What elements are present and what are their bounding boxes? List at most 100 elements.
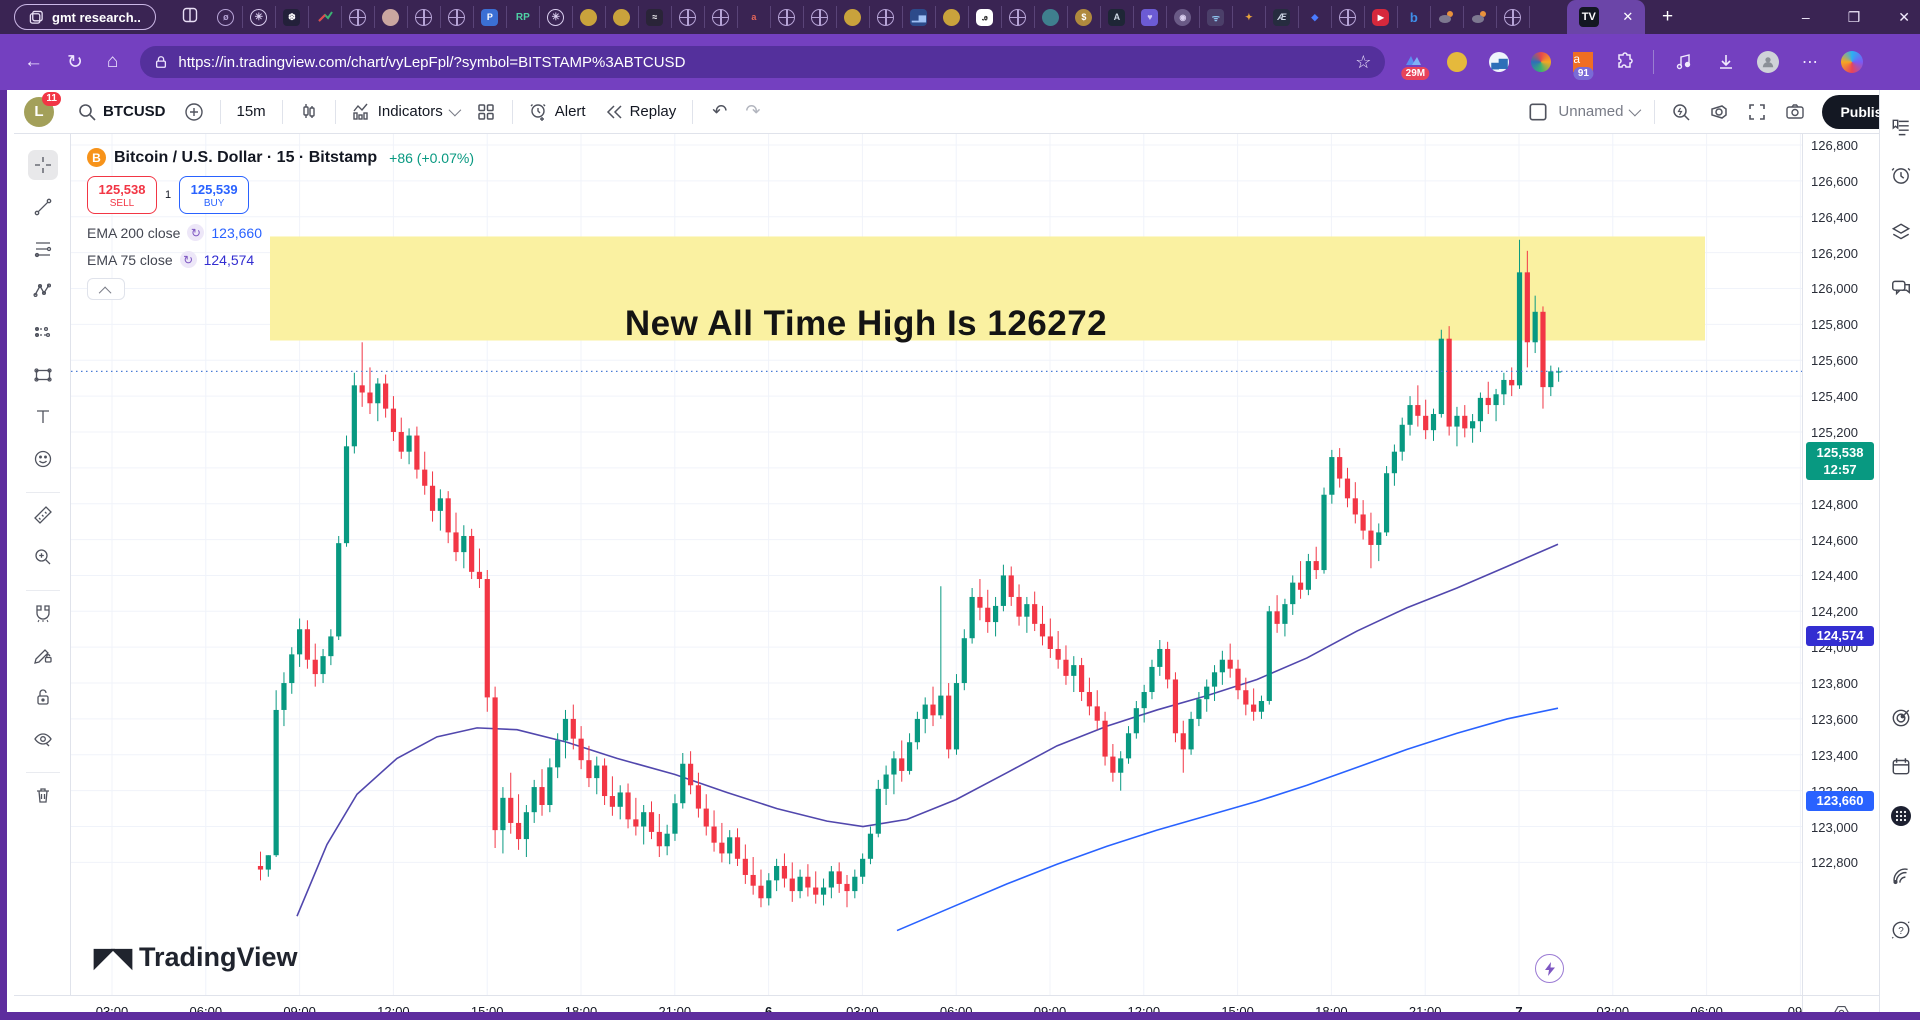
vertical-tab-pill[interactable]: gmt research.. (14, 4, 156, 30)
minimize-icon[interactable]: – (1801, 9, 1810, 25)
extension-chart-icon[interactable]: ▄▆ (1487, 50, 1511, 74)
pinned-tab-globe-icon[interactable] (870, 6, 903, 28)
calendar-icon[interactable] (1887, 752, 1915, 780)
pinned-tab-coin-icon[interactable] (606, 6, 639, 28)
layout-name-button[interactable]: Unnamed (1549, 96, 1647, 128)
pinned-tab-globe-icon[interactable] (1497, 6, 1530, 28)
pinned-tab-adobe-icon[interactable]: a (738, 6, 771, 28)
replay-button[interactable]: Replay (595, 96, 686, 128)
alerts-icon[interactable] (1887, 162, 1915, 190)
pinned-tab-globe-icon[interactable] (441, 6, 474, 28)
pinned-tab-ghost-icon[interactable]: ø (210, 6, 243, 28)
pattern-tool-icon[interactable] (28, 276, 58, 306)
browser-menu-icon[interactable]: ⋯ (1801, 54, 1819, 71)
sell-button[interactable]: 125,538 SELL (87, 176, 157, 214)
boost-lightning-button[interactable] (1535, 954, 1564, 983)
media-controls-icon[interactable] (1672, 50, 1696, 74)
profile-avatar[interactable] (1756, 50, 1780, 74)
extension-colorwheel-icon[interactable] (1529, 50, 1553, 74)
close-icon[interactable]: ✕ (1898, 8, 1910, 25)
projection-tool-icon[interactable] (28, 318, 58, 348)
home-icon[interactable]: ⌂ (106, 51, 119, 72)
pinned-tab-coin-icon[interactable] (573, 6, 606, 28)
pinned-tab-bing-icon[interactable]: b (1398, 6, 1431, 28)
pinned-tab-font-icon[interactable]: Æ (1266, 6, 1299, 28)
url-field[interactable]: https://in.tradingview.com/chart/vyLepFp… (140, 46, 1386, 78)
settings-gear-icon[interactable] (1709, 102, 1729, 122)
close-tab-icon[interactable]: ✕ (1622, 9, 1634, 24)
chat-icon[interactable] (1887, 274, 1915, 302)
fullscreen-icon[interactable] (1747, 102, 1767, 122)
pinned-tab-sphere-icon[interactable] (1035, 6, 1068, 28)
fib-retracement-tool-icon[interactable] (28, 234, 58, 264)
pinned-tab-compass-icon[interactable] (672, 6, 705, 28)
camera-snapshot-icon[interactable] (1785, 102, 1805, 122)
favorite-star-icon[interactable]: ☆ (1355, 51, 1372, 72)
pinned-tab-weather-icon[interactable] (1431, 6, 1464, 28)
drawing-mode-lock-tool-icon[interactable] (28, 640, 58, 670)
lock-all-drawings-tool-icon[interactable] (28, 682, 58, 712)
pinned-tab-globe-icon[interactable] (804, 6, 837, 28)
downloads-icon[interactable] (1714, 50, 1738, 74)
pinned-tab-weather-icon[interactable] (1464, 6, 1497, 28)
new-tab-button[interactable]: + (1662, 6, 1674, 27)
user-avatar[interactable]: L 11 (24, 91, 61, 127)
pinned-tab-dash-icon[interactable]: ≈ (639, 6, 672, 28)
buy-button[interactable]: 125,539 BUY (179, 176, 250, 214)
interval-button[interactable]: 15m (228, 96, 275, 128)
pinned-tab-heart-icon[interactable]: ♥ (1134, 6, 1167, 28)
pinned-tab-youtube-icon[interactable]: ▶ (1365, 6, 1398, 28)
chart-style-button[interactable] (290, 96, 328, 128)
measure-tool-icon[interactable] (28, 500, 58, 530)
pinned-tab-coin-icon[interactable] (936, 6, 969, 28)
ema75-legend-row[interactable]: EMA 75 close ↻ 124,574 (87, 251, 474, 268)
pinned-tab-globe-icon[interactable] (342, 6, 375, 28)
magnet-mode-tool-icon[interactable] (28, 598, 58, 628)
pinned-tab-globe-icon[interactable] (1332, 6, 1365, 28)
pinned-tab-wifi-icon[interactable]: ᯤ (1200, 6, 1233, 28)
pinned-tab-p-icon[interactable]: P (474, 6, 507, 28)
indicators-button[interactable]: Indicators (343, 96, 467, 128)
pinned-tab-rose-icon[interactable] (375, 6, 408, 28)
pinned-tab-globe-icon[interactable] (771, 6, 804, 28)
refresh-icon[interactable]: ↻ (67, 51, 83, 73)
pinned-tab-badge-icon[interactable]: ◉ (1167, 6, 1200, 28)
extension-media-icon[interactable]: 29M (1401, 50, 1430, 80)
hide-drawings-tool-icon[interactable] (28, 724, 58, 754)
crosshair-tool-icon[interactable] (28, 150, 58, 180)
pinned-tab-trend-icon[interactable] (309, 6, 342, 28)
help-icon[interactable]: ? (1887, 916, 1915, 944)
ema200-legend-row[interactable]: EMA 200 close ↻ 123,660 (87, 224, 474, 241)
pinned-tab-chart-icon[interactable]: ▁▅ (903, 6, 936, 28)
pinned-tab-globe-icon[interactable] (408, 6, 441, 28)
pinned-tab-spiral-icon[interactable]: ✳ (243, 6, 276, 28)
split-screen-icon[interactable] (182, 7, 198, 27)
redo-icon[interactable]: ↷ (745, 101, 761, 121)
pinned-tab-aisq-icon[interactable]: A (1101, 6, 1134, 28)
pinned-tab-cash-icon[interactable]: $ (1068, 6, 1101, 28)
object-tree-icon[interactable] (1887, 218, 1915, 246)
pinned-tab-spiral-icon[interactable]: ✳ (540, 6, 573, 28)
rectangle-tool-icon[interactable] (28, 360, 58, 390)
restore-icon[interactable]: ❐ (1847, 8, 1861, 25)
back-icon[interactable]: ← (24, 51, 43, 72)
quick-search-icon[interactable] (1671, 102, 1691, 122)
scanner-icon[interactable] (1887, 704, 1915, 732)
emoji-tool-icon[interactable] (28, 444, 58, 474)
layout-templates-button[interactable] (467, 96, 505, 128)
copilot-icon[interactable] (1840, 50, 1864, 74)
symbol-search-button[interactable]: BTCUSD (68, 96, 175, 128)
legend-collapse-button[interactable] (87, 278, 125, 300)
extension-a-icon[interactable]: a 91 (1571, 50, 1595, 80)
trend-line-tool-icon[interactable] (28, 192, 58, 222)
tab-tradingview[interactable]: TV ✕ (1567, 0, 1645, 34)
data-feed-icon[interactable] (1887, 862, 1915, 890)
pinned-tab-coin-icon[interactable] (837, 6, 870, 28)
pinned-tab-plant-icon[interactable]: ❆ (276, 6, 309, 28)
apps-grid-icon[interactable] (1887, 802, 1915, 830)
chart-canvas[interactable]: New All Time High Is 126272 B Bitcoin / … (71, 134, 1802, 995)
price-axis[interactable]: 126,800 126,600 126,400 126,200 126,000 125,8… (1802, 134, 1879, 995)
extension-coin-icon[interactable] (1445, 50, 1469, 74)
pinned-tab-flash-icon[interactable]: ◆ (1299, 6, 1332, 28)
pinned-tab-globe-icon[interactable] (705, 6, 738, 28)
